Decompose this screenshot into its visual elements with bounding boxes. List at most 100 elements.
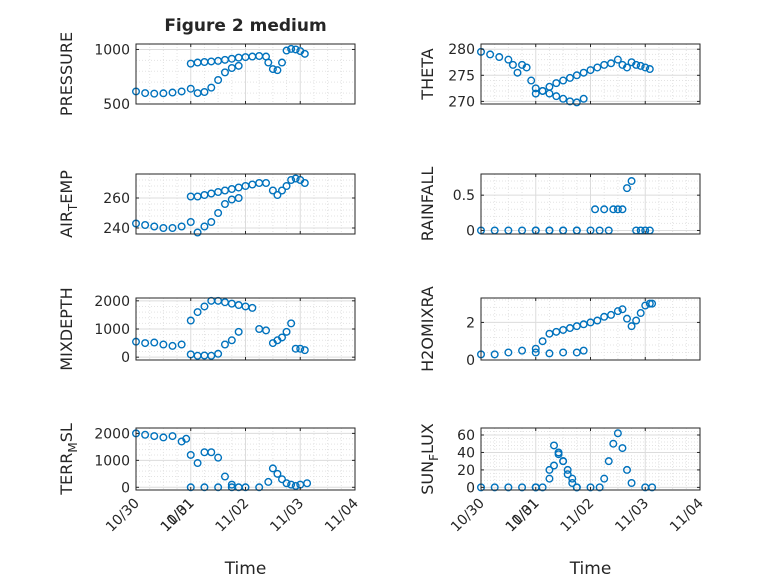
data-point (531, 348, 540, 357)
data-point (591, 205, 600, 214)
data-point (552, 92, 561, 101)
data-point (214, 349, 223, 358)
y-tick-label: 0 (466, 353, 475, 369)
data-point (545, 349, 554, 358)
y-axis-label-main: RAINFALL (418, 167, 437, 242)
data-point (220, 68, 229, 77)
y-axis-label: AIRTEMP (57, 170, 80, 238)
y-tick-label: 1000 (94, 453, 130, 469)
data-point (255, 483, 264, 492)
data-point (234, 327, 243, 336)
data-point (623, 63, 632, 72)
y-axis-label: PRESSURE (57, 32, 76, 116)
data-point (193, 308, 202, 317)
data-point (559, 76, 568, 85)
data-point (490, 483, 499, 492)
data-point (141, 430, 150, 439)
data-point (623, 465, 632, 474)
chart-title: Figure 2 medium (164, 16, 326, 36)
data-series (477, 177, 654, 235)
data-point (565, 324, 574, 333)
data-series (131, 429, 312, 492)
data-point (278, 475, 287, 484)
data-point (200, 87, 209, 96)
data-point (518, 483, 527, 492)
data-point (572, 98, 581, 107)
data-point (264, 477, 273, 486)
y-axis-label-main: THETA (418, 48, 437, 100)
data-point (607, 310, 616, 319)
data-point (214, 75, 223, 84)
data-series (477, 429, 657, 492)
y-axis-label-main: PRESSURE (57, 32, 76, 116)
data-point (200, 222, 209, 231)
data-point (220, 340, 229, 349)
data-point (486, 50, 495, 59)
data-point (200, 483, 209, 492)
data-point (193, 228, 202, 237)
data-point (623, 314, 632, 323)
y-tick-label: 1000 (94, 322, 130, 338)
data-point (613, 307, 622, 316)
data-point (648, 483, 657, 492)
data-point (287, 480, 296, 489)
data-point (552, 327, 561, 336)
data-point (291, 481, 300, 490)
data-point (200, 302, 209, 311)
data-point (600, 474, 609, 483)
data-point (531, 344, 540, 353)
data-point (177, 87, 186, 96)
data-point (609, 439, 618, 448)
y-tick-label: 270 (448, 94, 475, 110)
data-point (207, 83, 216, 92)
data-point (227, 480, 236, 489)
data-point (193, 459, 202, 468)
data-point (568, 474, 577, 483)
data-point (538, 86, 547, 95)
data-point (613, 55, 622, 64)
data-point (207, 351, 216, 360)
y-tick-label: 40 (457, 445, 475, 461)
y-tick-label: 1000 (94, 42, 130, 58)
data-point (586, 483, 595, 492)
data-point (600, 205, 609, 214)
data-point (150, 222, 159, 231)
data-series (477, 299, 657, 359)
y-tick-label: 0 (466, 223, 475, 239)
subplot-5: 0 1000 2000 MIXDEPTH (57, 287, 356, 371)
data-point (607, 59, 616, 68)
x-tick-label: 11/03 (612, 496, 652, 536)
data-point (287, 319, 296, 328)
x-tick-label: 11/04 (322, 495, 362, 535)
y-tick-label: 2000 (94, 426, 130, 442)
y-tick-label: 0 (121, 350, 130, 366)
y-axis-label: TERRMSL (57, 423, 80, 496)
data-point (559, 94, 568, 103)
data-point (268, 464, 277, 473)
data-point (234, 193, 243, 202)
y-axis-label: THETA (418, 48, 437, 100)
data-point (262, 326, 271, 335)
data-point (545, 329, 554, 338)
data-point (159, 89, 168, 98)
data-point (214, 453, 223, 462)
data-point (641, 301, 650, 310)
x-tick-label: 10/30 (103, 496, 143, 536)
data-point (572, 71, 581, 80)
data-point (159, 223, 168, 232)
data-point (159, 433, 168, 442)
subplot-4: 0 0.5 RAINFALL (418, 167, 701, 242)
data-point (513, 68, 522, 77)
data-point (632, 316, 641, 325)
data-point (504, 55, 513, 64)
data-point (300, 346, 309, 355)
data-point (508, 60, 517, 69)
data-point (282, 479, 291, 488)
data-point (150, 432, 159, 441)
data-point (150, 89, 159, 98)
data-point (296, 344, 305, 353)
x-tick-label: 11/02 (557, 496, 597, 536)
data-point (282, 181, 291, 190)
y-axis-label-main: H2OMIXRA (418, 286, 437, 372)
data-point (545, 82, 554, 91)
